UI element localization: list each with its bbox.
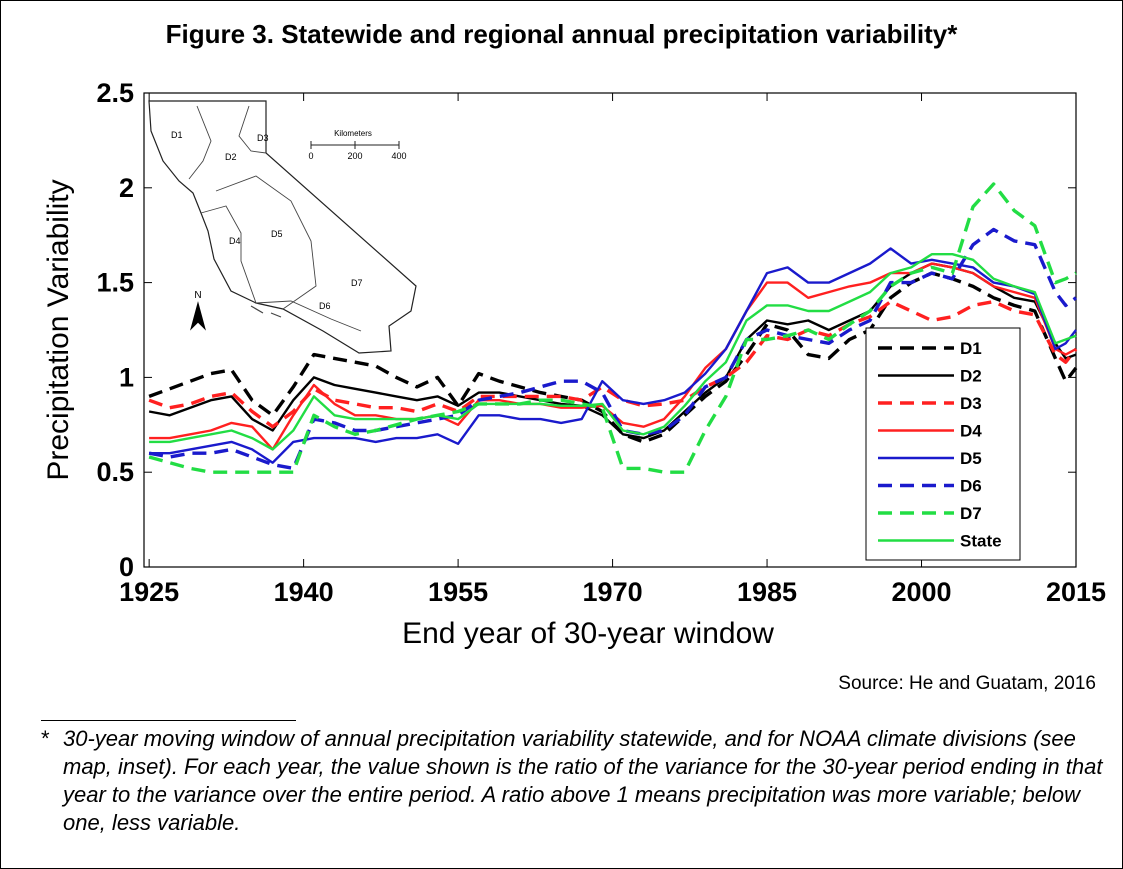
- y-axis-label: Precipitation Variability: [42, 179, 75, 480]
- legend-label-d2: D2: [960, 367, 982, 386]
- channel-islands: [250, 305, 282, 318]
- footnote-marker: *: [41, 726, 50, 751]
- division-border: [255, 300, 362, 332]
- division-border: [188, 105, 212, 180]
- legend-label-d3: D3: [960, 394, 982, 413]
- chart-legend: D1 D2 D3 D4 D5 D6 D7 State: [865, 327, 1021, 561]
- california-outline: [148, 100, 417, 354]
- division-border: [200, 205, 257, 304]
- figure-title: Figure 3. Statewide and regional annual …: [165, 19, 958, 49]
- legend-label-d1: D1: [960, 339, 982, 358]
- series-line-d4: [149, 262, 1077, 451]
- legend-label-d4: D4: [960, 422, 982, 441]
- footnote-text: 30-year moving window of annual precipit…: [63, 726, 1103, 835]
- map-scale-label: 200: [347, 151, 362, 161]
- series-line-d7: [148, 182, 1077, 474]
- x-tick-label: 1955: [428, 577, 488, 607]
- legend-label-d5: D5: [960, 449, 982, 468]
- x-tick-label: 2015: [1046, 577, 1106, 607]
- x-axis-label: End year of 30-year window: [402, 617, 774, 650]
- north-arrow-label: N: [194, 290, 201, 301]
- map-division-label: D2: [225, 152, 237, 162]
- x-tick-label: 1940: [274, 577, 334, 607]
- map-scale-label: 0: [308, 151, 313, 161]
- division-border: [238, 105, 267, 154]
- footnote-divider: [41, 720, 296, 721]
- legend-label-state: State: [960, 532, 1002, 551]
- north-arrow-icon: [190, 301, 206, 331]
- y-tick-label: 1.5: [96, 268, 134, 298]
- x-tick-label: 2000: [891, 577, 951, 607]
- map-division-label: D7: [351, 278, 363, 288]
- y-tick-label: 2: [119, 173, 134, 203]
- series-line-d1: [148, 271, 1078, 444]
- legend-box: [865, 327, 1021, 561]
- x-tick-label: 1925: [119, 577, 179, 607]
- map-division-label: D4: [229, 236, 241, 246]
- map-scale-title: Kilometers: [334, 129, 372, 138]
- y-tick-label: 0: [119, 552, 134, 582]
- x-tick-label: 1985: [737, 577, 797, 607]
- division-border: [215, 175, 317, 310]
- y-tick-label: 2.5: [96, 78, 134, 108]
- map-division-label: D5: [271, 229, 283, 239]
- figure-source: Source: He and Guatam, 2016: [838, 673, 1096, 694]
- legend-label-d6: D6: [960, 477, 982, 496]
- map-division-label: D3: [257, 133, 269, 143]
- map-division-label: D1: [171, 130, 183, 140]
- map-division-label: D6: [319, 301, 331, 311]
- legend-label-d7: D7: [960, 504, 982, 523]
- map-scale-label: 400: [391, 151, 406, 161]
- y-tick-label: 1: [119, 362, 134, 392]
- x-tick-label: 1970: [583, 577, 643, 607]
- series-line-state: [149, 252, 1077, 451]
- y-tick-label: 0.5: [96, 457, 134, 487]
- footnote: * 30-year moving window of annual precip…: [41, 725, 1113, 837]
- inset-map: D1 D2 D3 D4 D5 D6 D7 Kilometers 0 200 400 N: [148, 100, 417, 354]
